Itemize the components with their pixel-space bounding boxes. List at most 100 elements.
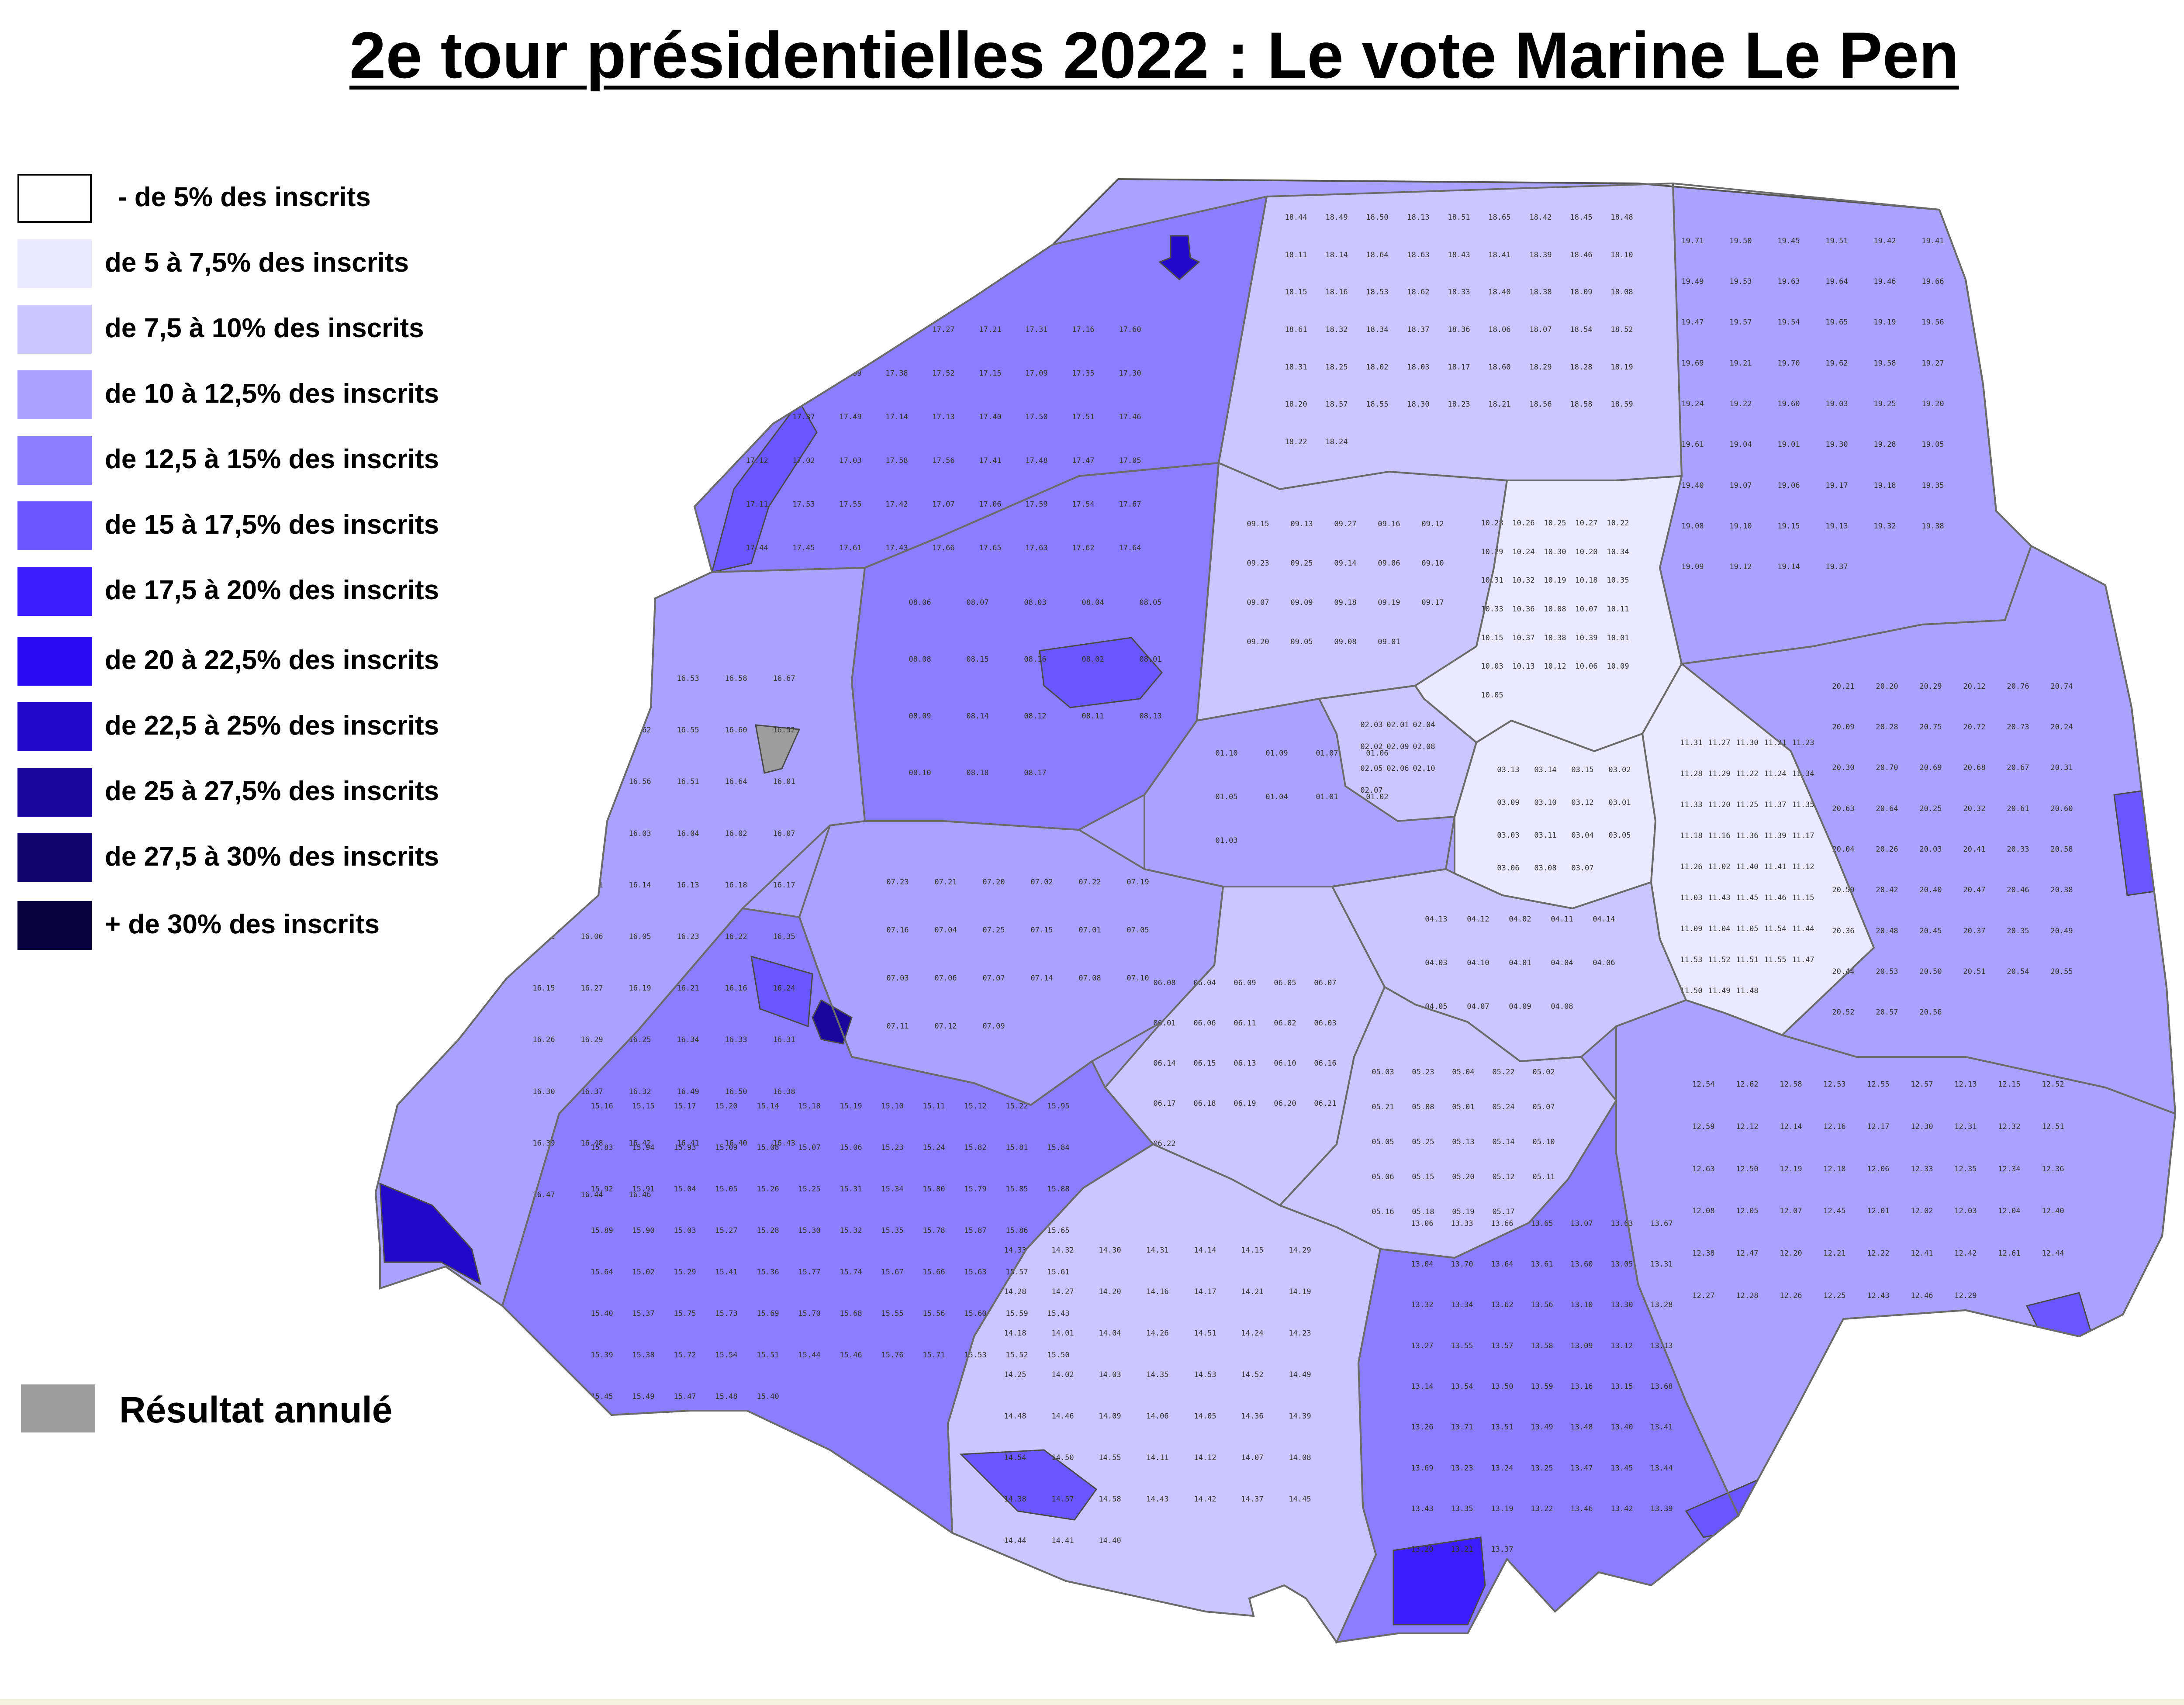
bureau-label: 09.06	[1378, 559, 1400, 568]
bureau-label: 01.03	[1215, 836, 1237, 845]
bureau-label: 18.22	[1285, 438, 1307, 446]
bureau-label: 05.16	[1372, 1208, 1394, 1216]
annulled-label: Résultat annulé	[119, 1389, 393, 1430]
bureau-label: 17.62	[1072, 544, 1094, 552]
bureau-label: 12.46	[1911, 1291, 1933, 1300]
bureau-label: 18.03	[1407, 363, 1429, 372]
bureau-label: 17.63	[1025, 544, 1047, 552]
legend-entry: de 7,5 à 10% des inscrits	[17, 301, 498, 358]
arrondissement-19	[1660, 183, 2031, 664]
bureau-label: 20.20	[1876, 682, 1898, 691]
bureau-label: 14.12	[1194, 1453, 1216, 1462]
legend-swatch	[17, 174, 92, 223]
bureau-label: 18.31	[1285, 363, 1307, 372]
bureau-label: 05.13	[1452, 1138, 1474, 1146]
bureau-label: 15.32	[840, 1226, 862, 1235]
bureau-label: 15.70	[798, 1309, 820, 1318]
bureau-label: 11.15	[1792, 894, 1814, 902]
bureau-label: 19.27	[1921, 359, 1944, 368]
bureau-label: 14.35	[1146, 1370, 1168, 1379]
bureau-label: 13.45	[1610, 1464, 1633, 1473]
bureau-label: 12.17	[1867, 1122, 1889, 1131]
bureau-label: 17.56	[932, 456, 954, 465]
map-title: 2e tour présidentielles 2022 : Le vote M…	[349, 18, 1959, 92]
bureau-label: 09.05	[1290, 638, 1313, 646]
bureau-label: 06.17	[1153, 1099, 1175, 1108]
bureau-label: 15.37	[632, 1309, 654, 1318]
arrondissement-13	[1337, 1101, 1738, 1642]
legend-entry: - de 5% des inscrits	[17, 170, 498, 227]
bureau-label: 05.14	[1492, 1138, 1514, 1146]
bureau-label: 12.20	[1780, 1249, 1802, 1258]
bureau-label: 18.25	[1325, 363, 1348, 372]
bureau-label: 17.35	[1072, 369, 1094, 378]
bureau-label: 11.37	[1764, 801, 1786, 809]
bureau-label: 05.02	[1532, 1068, 1555, 1077]
bureau-label: 13.43	[1411, 1505, 1433, 1513]
bureau-label: 19.56	[1921, 318, 1944, 327]
bureau-label: 12.62	[1736, 1080, 1758, 1089]
bureau-label: 18.48	[1610, 213, 1633, 222]
bureau-label: 16.68	[629, 674, 651, 683]
bureau-label: 20.54	[2007, 967, 2029, 976]
bureau-label: 02.09	[1386, 742, 1409, 751]
bureau-label: 11.50	[1680, 987, 1702, 995]
bureau-label: 18.50	[1366, 213, 1388, 222]
bureau-label: 04.03	[1425, 959, 1447, 967]
bureau-label: 16.54	[532, 674, 555, 683]
bureau-label: 20.30	[1832, 763, 1854, 772]
bureau-label: 16.58	[725, 674, 747, 683]
bureau-label: 13.70	[1451, 1260, 1473, 1269]
bureau-label: 13.16	[1570, 1382, 1593, 1391]
bureau-label: 19.09	[1681, 563, 1704, 571]
legend-label: + de 30% des inscrits	[105, 909, 380, 939]
bureau-label: 14.09	[1099, 1412, 1121, 1421]
bureau-label: 19.38	[1921, 522, 1944, 531]
bureau-label: 15.54	[715, 1351, 737, 1360]
bureau-label: 17.17	[885, 325, 908, 334]
bureau-label: 16.01	[773, 777, 795, 786]
bureau-label: 02.07	[1360, 786, 1382, 795]
arrondissement-03	[1455, 721, 1655, 908]
bureau-label: 02.10	[1413, 764, 1435, 773]
bureau-label: 11.30	[1736, 739, 1758, 747]
bureau-label: 19.61	[1681, 440, 1704, 449]
bureau-label: 12.41	[1911, 1249, 1933, 1258]
bureau-label: 12.38	[1692, 1249, 1714, 1258]
bureau-label: 15.29	[674, 1268, 696, 1277]
bureau-label: 06.19	[1234, 1099, 1256, 1108]
bureau-label: 16.17	[773, 881, 795, 890]
bureau-label: 11.49	[1708, 987, 1730, 995]
bureau-label: 15.43	[1047, 1309, 1069, 1318]
bureau-label: 04.10	[1467, 959, 1489, 967]
bureau-label: 19.32	[1873, 522, 1896, 531]
bureau-label: 12.36	[2042, 1165, 2064, 1173]
bureau-label: 13.22	[1531, 1505, 1553, 1513]
bureau-label: 09.19	[1378, 598, 1400, 607]
bureau-label: 12.51	[2042, 1122, 2064, 1131]
bureau-label: 16.09	[581, 829, 603, 838]
bureau-label: 11.16	[1708, 832, 1730, 840]
bureau-label: 15.07	[798, 1143, 820, 1152]
bureau-label: 08.12	[1024, 712, 1046, 721]
bureau-label: 10.05	[1481, 691, 1503, 700]
bureau-label: 16.10	[532, 881, 555, 890]
bureau-label: 14.05	[1194, 1412, 1216, 1421]
bureau-label: 19.03	[1825, 400, 1848, 408]
bureau-label: 05.10	[1532, 1138, 1555, 1146]
bureau-label: 18.09	[1570, 288, 1592, 297]
bureau-label: 15.41	[715, 1268, 737, 1277]
bureau-label: 05.08	[1412, 1103, 1434, 1111]
bureau-label: 17.27	[932, 325, 954, 334]
bureau-label: 15.82	[964, 1143, 986, 1152]
bureau-label: 20.24	[2050, 723, 2073, 732]
arrondissement-05	[1280, 987, 1616, 1258]
bureau-label: 13.32	[1411, 1301, 1433, 1309]
bureau-label: 13.63	[1610, 1219, 1633, 1228]
bureau-label: 11.21	[1764, 739, 1786, 747]
bureau-label: 14.51	[1194, 1329, 1216, 1338]
bureau-label: 12.21	[1823, 1249, 1845, 1258]
bureau-label: 16.48	[581, 1139, 603, 1148]
bureau-label: 16.32	[629, 1087, 651, 1096]
bureau-label: 19.06	[1777, 481, 1800, 490]
